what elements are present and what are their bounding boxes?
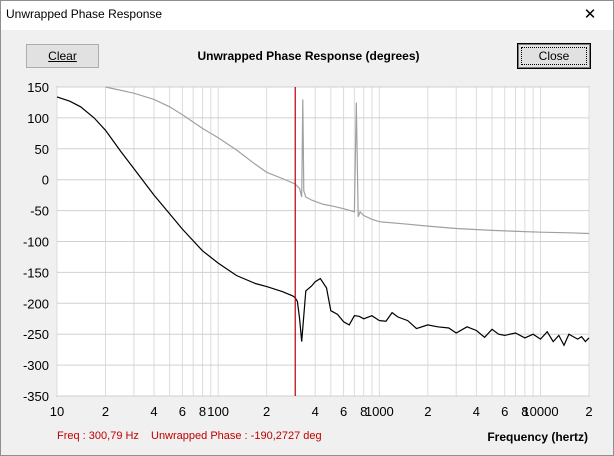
y-tick-label: -50 — [30, 204, 49, 219]
cursor-frequency-readout: Freq : 300,79 Hz — [57, 430, 139, 442]
window-title: Unwrapped Phase Response — [6, 7, 163, 21]
y-tick-label: 100 — [27, 111, 49, 126]
series-line — [105, 86, 590, 235]
x-tick-label: 2 — [424, 404, 431, 419]
x-tick-label: 8 — [521, 404, 528, 419]
x-tick-label: 2 — [102, 404, 109, 419]
y-tick-label: 50 — [35, 142, 49, 157]
x-tick-label: 100 — [207, 404, 229, 419]
x-tick-label: 1000 — [365, 404, 394, 419]
cursor-phase-readout: Unwrapped Phase : -190,2727 deg — [151, 430, 322, 442]
clear-button[interactable]: Clear — [26, 44, 99, 68]
x-axis-title: Frequency (hertz) — [487, 430, 588, 444]
x-tick-label: 4 — [150, 404, 157, 419]
x-tick-label: 8 — [360, 404, 367, 419]
y-tick-label: -300 — [23, 358, 49, 373]
x-tick-label: 4 — [312, 404, 319, 419]
x-tick-label: 6 — [179, 404, 186, 419]
plot-title: Unwrapped Phase Response (degrees) — [197, 49, 420, 63]
x-tick-label: 10000 — [522, 404, 558, 419]
close-icon[interactable]: ✕ — [583, 6, 597, 23]
y-tick-label: -350 — [23, 389, 49, 404]
x-tick-label: 2 — [263, 404, 270, 419]
y-tick-label: -100 — [23, 235, 49, 250]
y-tick-label: 150 — [27, 80, 49, 95]
x-tick-label: 6 — [340, 404, 347, 419]
y-tick-label: 0 — [42, 173, 49, 188]
series-line — [56, 96, 590, 347]
y-tick-label: -250 — [23, 327, 49, 342]
title-bar: Unwrapped Phase Response ✕ — [1, 1, 613, 30]
y-tick-label: -200 — [23, 296, 49, 311]
y-tick-label: -150 — [23, 265, 49, 280]
x-tick-label: 6 — [501, 404, 508, 419]
close-button-label: Close — [521, 47, 587, 65]
x-tick-label: 2 — [585, 404, 592, 419]
clear-button-label: Clear — [48, 49, 77, 63]
x-tick-label: 10 — [50, 404, 64, 419]
close-button[interactable]: Close — [517, 43, 591, 69]
x-tick-label: 4 — [473, 404, 480, 419]
x-tick-label: 8 — [199, 404, 206, 419]
